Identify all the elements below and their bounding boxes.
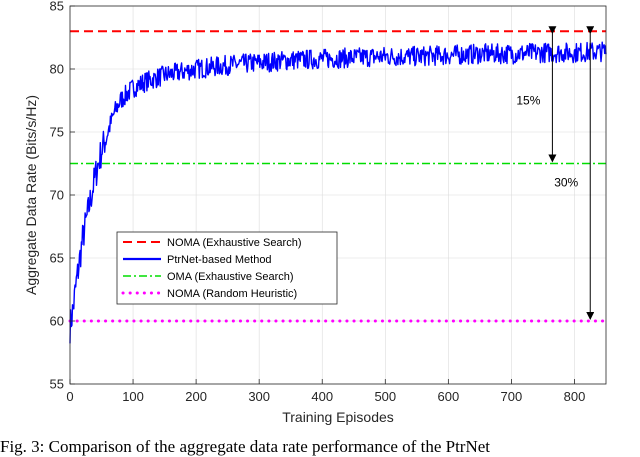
y-tick-label: 65 [50,251,64,266]
y-tick-label: 60 [50,314,64,329]
annotations: 15% 30% [516,26,595,320]
x-tick-label: 800 [564,389,586,404]
x-axis-label: Training Episodes [282,409,394,425]
annotation-label: 15% [516,94,540,108]
x-tick-label: 300 [248,389,270,404]
legend-entry: NOMA (Exhaustive Search) [167,237,302,249]
x-tick-label: 600 [438,389,460,404]
y-tick-label: 85 [50,0,64,14]
legend-entry: PtrNet-based Method [167,254,272,266]
x-tick-label: 700 [501,389,523,404]
line-chart: 0 100 200 300 400 500 600 700 80055606570758085 … [23,0,608,425]
annotation-label: 30% [554,175,578,189]
y-tick-label: 55 [50,377,64,392]
y-tick-label: 75 [50,125,64,140]
grid-lines [69,5,606,385]
tick-labels: 0 100 200 300 400 500 600 700 800 55 60 65 70 75 80 85 [50,0,586,404]
x-tick-label: 100 [122,389,144,404]
y-axis-label: Aggregate Data Rate (Bits/s/Hz) [23,95,39,295]
legend-entry: OMA (Exhaustive Search) [167,271,294,283]
series-layer [68,30,608,344]
y-tick-label: 70 [50,188,64,203]
legend-entry: NOMA (Random Heuristic) [167,288,297,300]
x-tick-label: 200 [185,389,207,404]
figure-caption: Fig. 3: Comparison of the aggregate data… [0,437,490,456]
y-tick-label: 80 [50,62,64,77]
x-tick-label: 400 [311,389,333,404]
x-tick-label: 0 [66,389,73,404]
legend: NOMA (Exhaustive Search) PtrNet-based Met… [116,231,338,305]
legend-box [116,231,338,305]
series-ptrnet-based-method [69,41,607,344]
x-tick-label: 500 [374,389,396,404]
